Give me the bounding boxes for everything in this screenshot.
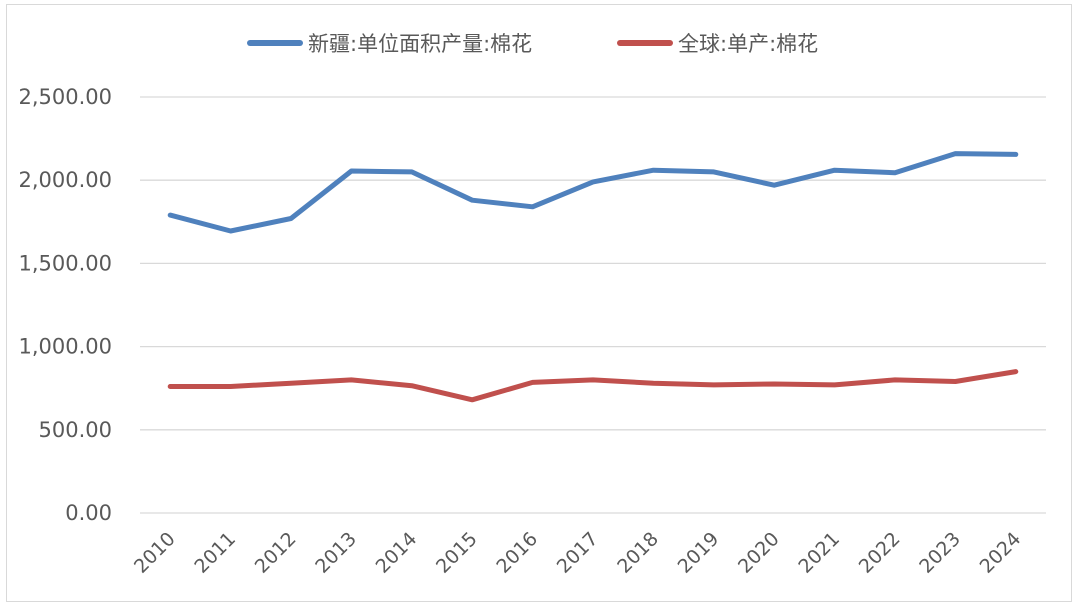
x-tick-label: 2013 [311, 528, 361, 578]
x-tick-label: 2018 [613, 528, 663, 578]
x-tick-label: 2012 [251, 528, 301, 578]
x-tick-label: 2021 [794, 528, 844, 578]
x-tick-label: 2010 [130, 528, 180, 578]
series-line-1 [167, 151, 1019, 234]
chart-frame [6, 4, 1072, 602]
x-tick-label: 2017 [553, 528, 603, 578]
x-tick-label: 2020 [734, 528, 784, 578]
legend-label: 新疆:单位面积产量:棉花 [308, 32, 532, 56]
x-tick-label: 2022 [855, 528, 905, 578]
x-tick-label: 2016 [492, 528, 542, 578]
legend-label: 全球:单产:棉花 [678, 32, 818, 56]
series-line-2 [167, 369, 1019, 403]
x-tick-label: 2023 [915, 528, 965, 578]
y-tick-label: 2,500.00 [18, 85, 112, 109]
y-tick-label: 1,000.00 [18, 335, 112, 359]
y-tick-label: 2,000.00 [18, 168, 112, 192]
x-tick-label: 2011 [190, 528, 240, 578]
x-tick-label: 2019 [674, 528, 724, 578]
y-axis-tick-labels: 0.00 500.00 1,000.00 1,500.00 2,000.00 2,500.… [18, 85, 112, 525]
x-tick-label: 2014 [372, 528, 422, 578]
y-tick-label: 1,500.00 [18, 251, 112, 275]
series-lines [167, 151, 1019, 403]
x-tick-label: 2024 [976, 528, 1026, 578]
x-axis-tick-labels: 2010 2011 2012 2013 2014 2015 2016 2017 2018 2019… [130, 528, 1025, 578]
gridlines [140, 96, 1046, 514]
y-tick-label: 0.00 [65, 501, 112, 525]
y-tick-label: 500.00 [39, 418, 112, 442]
x-tick-label: 2015 [432, 528, 482, 578]
legend: 新疆:单位面积产量:棉花 全球:单产:棉花 [247, 32, 818, 56]
